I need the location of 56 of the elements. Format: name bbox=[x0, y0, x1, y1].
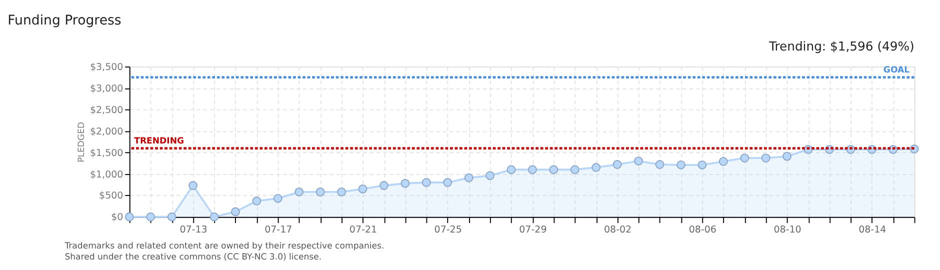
point bbox=[549, 165, 558, 174]
x-tick-label: 08-10 bbox=[774, 224, 802, 236]
y-tick-label: $500 bbox=[99, 190, 124, 202]
point bbox=[592, 163, 601, 172]
ref-line-label: TRENDING bbox=[134, 136, 184, 147]
point bbox=[718, 157, 728, 166]
point bbox=[782, 152, 792, 161]
point bbox=[761, 154, 770, 162]
point bbox=[273, 194, 282, 203]
x-tick-label: 07-21 bbox=[349, 224, 378, 236]
chart-title: Funding Progress bbox=[8, 14, 122, 29]
chart-subtitle: Trending: $1,596 (49%) bbox=[768, 39, 914, 54]
ref-line-label: GOAL bbox=[883, 66, 910, 76]
x-tick-label: 07-25 bbox=[434, 224, 462, 236]
point bbox=[486, 171, 494, 180]
point bbox=[612, 160, 622, 169]
y-tick-label: $2,000 bbox=[90, 126, 124, 138]
point bbox=[252, 196, 262, 206]
point bbox=[570, 165, 580, 174]
y-tick-label: $3,500 bbox=[90, 62, 124, 73]
point bbox=[316, 188, 325, 196]
point bbox=[443, 178, 452, 187]
point bbox=[124, 212, 134, 222]
point bbox=[400, 178, 410, 188]
point bbox=[188, 181, 198, 190]
text: Shared under the creative commons (CC BY-NC 3.0) license. bbox=[64, 252, 322, 263]
x-tick-label: 08-14 bbox=[858, 224, 886, 236]
x-tick-label: 08-06 bbox=[688, 224, 716, 236]
y-tick-label: $2,500 bbox=[90, 104, 124, 116]
point bbox=[740, 154, 750, 162]
y-tick-label: $3,000 bbox=[90, 83, 124, 94]
point bbox=[655, 160, 664, 169]
point bbox=[294, 188, 304, 196]
point bbox=[337, 188, 346, 196]
point bbox=[698, 160, 707, 170]
x-tick-label: 07-29 bbox=[519, 224, 547, 236]
point bbox=[464, 173, 474, 182]
x-tick-label: 08-02 bbox=[604, 224, 632, 236]
y-tick-label: $0 bbox=[111, 212, 124, 224]
x-tick-label: 07-17 bbox=[264, 224, 292, 236]
point bbox=[358, 184, 368, 194]
point bbox=[422, 178, 431, 187]
y-axis-title: PLEDGED bbox=[77, 122, 88, 162]
x-tick-label: 07-13 bbox=[180, 224, 208, 236]
point bbox=[146, 212, 156, 222]
y-tick-label: $1,500 bbox=[90, 148, 124, 159]
point bbox=[506, 165, 516, 174]
point bbox=[676, 160, 686, 170]
point bbox=[167, 212, 176, 222]
point bbox=[528, 165, 537, 174]
y-tick-label: $1,000 bbox=[90, 169, 124, 180]
point bbox=[210, 212, 219, 222]
text: Trademarks and related content are owned by their respective companies. bbox=[64, 241, 384, 252]
point bbox=[634, 156, 643, 166]
point bbox=[231, 207, 240, 216]
point bbox=[380, 181, 388, 190]
